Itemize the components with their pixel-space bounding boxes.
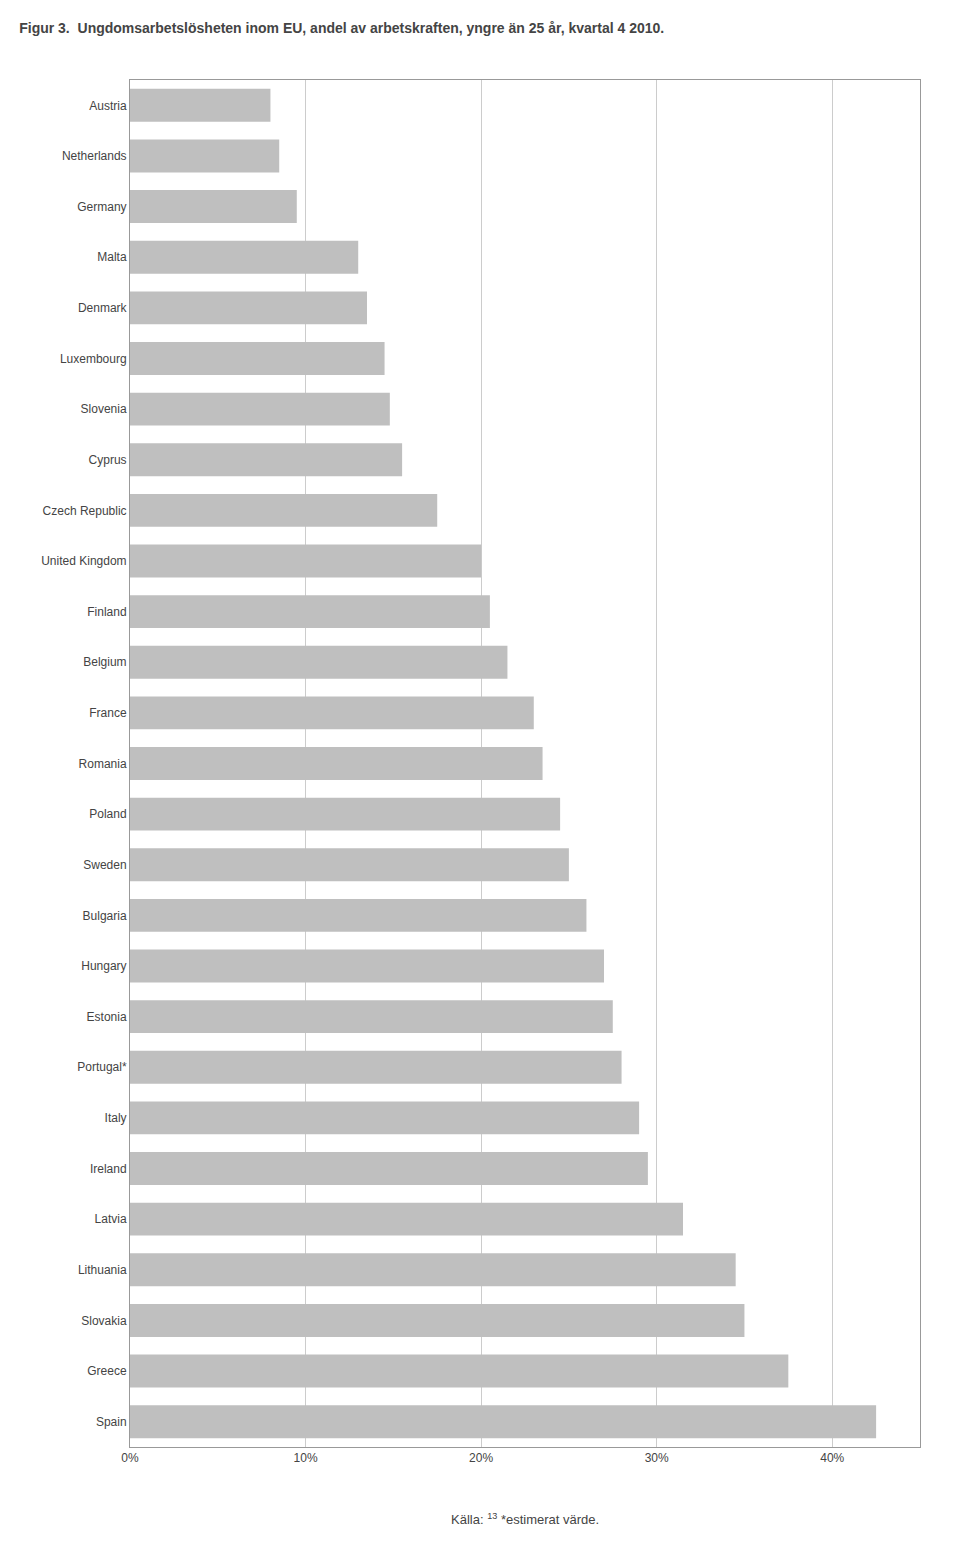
svg-text:Czech Republic: Czech Republic — [43, 504, 127, 518]
svg-text:Netherlands: Netherlands — [62, 149, 127, 163]
svg-text:Germany: Germany — [77, 200, 126, 214]
svg-text:Belgium: Belgium — [83, 655, 126, 669]
svg-text:10%: 10% — [294, 1451, 318, 1465]
svg-text:Lithuania: Lithuania — [78, 1263, 127, 1277]
svg-text:Slovenia: Slovenia — [81, 402, 127, 416]
svg-text:Spain: Spain — [96, 1415, 127, 1429]
svg-text:20%: 20% — [469, 1451, 493, 1465]
svg-text:United Kingdom: United Kingdom — [41, 554, 126, 568]
svg-text:40%: 40% — [820, 1451, 844, 1465]
svg-text:Finland: Finland — [87, 605, 126, 619]
svg-text:0%: 0% — [121, 1451, 139, 1465]
svg-text:Austria: Austria — [89, 99, 127, 113]
svg-text:Malta: Malta — [97, 250, 127, 264]
svg-text:Poland: Poland — [89, 807, 126, 821]
svg-text:Hungary: Hungary — [81, 959, 126, 973]
svg-text:Luxembourg: Luxembourg — [60, 352, 127, 366]
svg-text:Estonia: Estonia — [87, 1010, 127, 1024]
svg-text:Portugal*: Portugal* — [77, 1060, 127, 1074]
svg-text:Italy: Italy — [105, 1111, 127, 1125]
svg-text:Romania: Romania — [79, 757, 127, 771]
svg-text:Källa: ​13​ *estimerat värde.: Källa: ​13​ *estimerat värde. — [451, 1511, 599, 1527]
svg-text:Sweden: Sweden — [83, 858, 126, 872]
svg-text:Bulgaria: Bulgaria — [83, 909, 127, 923]
svg-text:30%: 30% — [645, 1451, 669, 1465]
svg-text:Greece: Greece — [87, 1364, 127, 1378]
svg-text:Latvia: Latvia — [95, 1212, 127, 1226]
svg-text:Slovakia: Slovakia — [81, 1314, 127, 1328]
svg-text:Ireland: Ireland — [90, 1162, 127, 1176]
svg-text:Denmark: Denmark — [78, 301, 128, 315]
svg-text:Cyprus: Cyprus — [89, 453, 127, 467]
svg-text:France: France — [89, 706, 127, 720]
svg-text:Figur 3. Ungdomsarbetslöshete: Figur 3. Ungdomsarbetslösheten inom EU, … — [19, 20, 664, 36]
